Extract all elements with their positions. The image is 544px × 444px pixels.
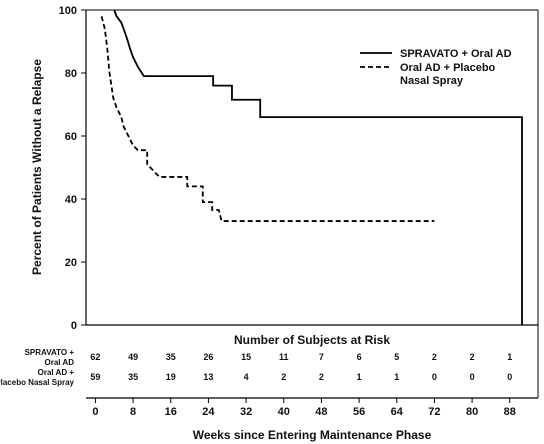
risk-value-placebo-24: 13 (203, 372, 213, 382)
series-line-placebo (100, 16, 435, 222)
risk-table-title: Number of Subjects at Risk (234, 333, 390, 347)
legend-label-placebo-line1: Oral AD + Placebo (400, 62, 496, 74)
risk-value-placebo-64: 1 (394, 372, 399, 382)
risk-value-spravato-72: 2 (432, 352, 437, 362)
risk-value-spravato-40: 11 (279, 352, 289, 362)
y-tick-label-0: 0 (71, 320, 77, 332)
x-axis-ticks: 0 8 16 24 32 40 48 56 64 72 80 88 (92, 398, 516, 418)
x-tick-label-88: 88 (504, 406, 516, 418)
risk-value-placebo-72: 0 (432, 372, 437, 382)
risk-value-placebo-80: 0 (470, 372, 475, 382)
risk-value-spravato-32: 15 (241, 352, 251, 362)
risk-value-placebo-40: 2 (281, 372, 286, 382)
risk-row-label-placebo-line1: Oral AD + (38, 368, 75, 377)
risk-row-labels: SPRAVATO + Oral AD Oral AD + Placebo Nas… (0, 348, 75, 387)
y-tick-label-100: 100 (59, 5, 77, 17)
x-tick-label-16: 16 (165, 406, 177, 418)
series-line-spravato (113, 9, 523, 325)
x-tick-label-32: 32 (240, 406, 252, 418)
legend-label-spravato: SPRAVATO + Oral AD (400, 48, 512, 60)
risk-value-spravato-88: 1 (507, 352, 512, 362)
y-tick-label-60: 60 (65, 131, 77, 143)
x-tick-label-24: 24 (202, 406, 215, 418)
risk-value-spravato-64: 5 (394, 352, 399, 362)
risk-value-spravato-80: 2 (470, 352, 475, 362)
risk-value-placebo-8: 35 (128, 372, 138, 382)
x-tick-label-72: 72 (428, 406, 440, 418)
x-tick-label-40: 40 (278, 406, 290, 418)
x-tick-label-0: 0 (92, 406, 98, 418)
legend: SPRAVATO + Oral AD Oral AD + Placebo Nas… (360, 48, 512, 87)
risk-value-spravato-16: 35 (166, 352, 176, 362)
risk-value-spravato-48: 7 (319, 352, 324, 362)
risk-value-spravato-8: 49 (128, 352, 138, 362)
risk-row-label-placebo-line2: Placebo Nasal Spray (0, 378, 75, 387)
risk-row-label-spravato-line2: Oral AD (45, 358, 75, 367)
risk-value-placebo-16: 19 (166, 372, 176, 382)
x-tick-label-56: 56 (353, 406, 365, 418)
x-tick-label-80: 80 (466, 406, 478, 418)
risk-value-placebo-0: 59 (90, 372, 100, 382)
x-tick-label-8: 8 (130, 406, 136, 418)
x-axis-label: Weeks since Entering Maintenance Phase (193, 428, 432, 442)
plot-frame (85, 9, 539, 399)
risk-table-values: 62 49 35 26 15 11 7 6 5 2 2 159 35 19 13 4 2 2 1 1 0 0 0 (90, 352, 512, 382)
legend-label-placebo-line2: Nasal Spray (400, 75, 464, 87)
risk-value-spravato-0: 62 (90, 352, 100, 362)
series-layer (100, 9, 523, 325)
x-tick-label-64: 64 (391, 406, 404, 418)
y-axis-ticks: 0 20 40 60 80 100 (59, 5, 86, 332)
risk-row-label-spravato-line1: SPRAVATO + (25, 348, 75, 357)
y-tick-label-20: 20 (65, 257, 77, 269)
x-tick-label-48: 48 (315, 406, 327, 418)
risk-value-placebo-48: 2 (319, 372, 324, 382)
risk-value-spravato-24: 26 (203, 352, 213, 362)
risk-value-placebo-88: 0 (507, 372, 512, 382)
y-tick-label-40: 40 (65, 194, 77, 206)
risk-value-placebo-56: 1 (357, 372, 362, 382)
y-tick-label-80: 80 (65, 68, 77, 80)
y-axis-label: Percent of Patients Without a Relapse (30, 59, 44, 275)
risk-value-placebo-32: 4 (244, 372, 249, 382)
risk-value-spravato-56: 6 (357, 352, 362, 362)
